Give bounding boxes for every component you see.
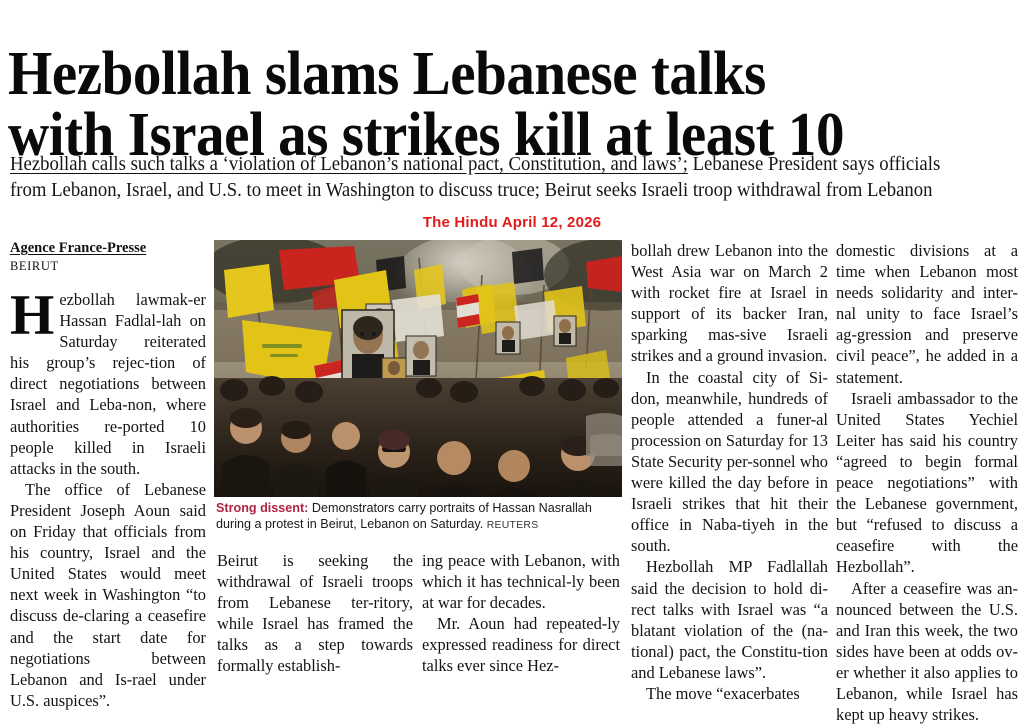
paragraph: ing peace with Lebanon, with which it ha… <box>422 550 620 613</box>
byline-agency: Agence France-Presse <box>10 240 206 257</box>
subheadline: Hezbollah calls such talks a ‘violation … <box>10 152 978 204</box>
paragraph: Mr. Aoun had repeated-ly expressed readi… <box>422 613 620 676</box>
paragraph: The move “exacerbates <box>631 683 828 704</box>
subheadline-line-1-rest: Lebanese President says officials <box>688 154 940 175</box>
byline-place: BEIRUT <box>10 259 206 274</box>
caption-credit: REUTERS <box>487 520 539 531</box>
publication-dateline: The Hindu April 12, 2026 <box>0 214 1024 231</box>
paragraph: Israeli ambassador to the United States … <box>836 388 1018 578</box>
headline-line-1: Hezbollah slams Lebanese talks <box>8 44 937 105</box>
caption-lead: Strong dissent: <box>216 501 308 515</box>
paragraph: Beirut is seeking the withdrawal of Isra… <box>217 550 413 677</box>
article-column-2: Beirut is seeking the withdrawal of Isra… <box>217 550 413 677</box>
page-title: Hezbollah slams Lebanese talks with Isra… <box>8 44 937 166</box>
subheadline-line-1: Hezbollah calls such talks a ‘violation … <box>10 152 978 178</box>
article-column-4: bollah drew Lebanon into the West Asia w… <box>631 240 828 704</box>
paragraph: After a ceasefire was an-nounced between… <box>836 578 1018 725</box>
protest-crowd-image <box>214 240 622 497</box>
subheadline-line-2: from Lebanon, Israel, and U.S. to meet i… <box>10 178 978 204</box>
paragraph: Hezbollah MP Fadlallah said the decision… <box>631 556 828 683</box>
paragraph: bollah drew Lebanon into the West Asia w… <box>631 240 828 367</box>
photo-caption: Strong dissent: Demonstrators carry port… <box>216 500 620 535</box>
drop-cap: H <box>10 289 59 338</box>
newspaper-article-page: Hezbollah slams Lebanese talks with Isra… <box>0 0 1024 670</box>
article-photo <box>214 240 622 497</box>
subheadline-underlined-clause: Hezbollah calls such talks a ‘violation … <box>10 154 688 175</box>
article-column-5: domestic divisions at a time when Lebano… <box>836 240 1018 725</box>
byline: Agence France-Presse BEIRUT <box>10 240 206 274</box>
paragraph: In the coastal city of Si-don, meanwhile… <box>631 367 828 557</box>
paragraph: The office of Lebanese President Joseph … <box>10 479 206 711</box>
paragraph: domestic divisions at a time when Lebano… <box>836 240 1018 388</box>
article-column-3: ing peace with Lebanon, with which it ha… <box>422 550 620 677</box>
